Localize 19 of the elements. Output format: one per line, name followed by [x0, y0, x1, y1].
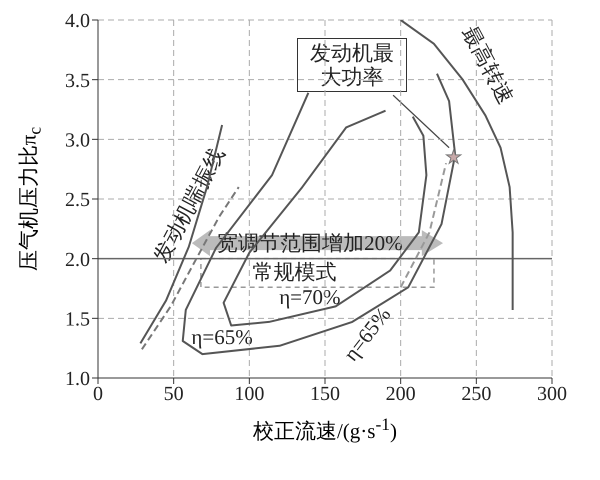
annotation: 最高转速 [458, 22, 519, 108]
x-tick-label: 200 [386, 383, 416, 406]
annotation: 常规模式 [252, 260, 337, 284]
y-tick-label: 2.5 [65, 189, 90, 212]
x-tick-label: 0 [93, 383, 103, 406]
annotation: η=70% [279, 284, 341, 309]
y-tick-label: 4.0 [65, 10, 90, 32]
y-tick-label: 1.5 [65, 308, 90, 330]
y-tick-label: 1.0 [65, 368, 90, 390]
y-tick-label: 2.0 [65, 248, 90, 271]
x-axis-title: 校正流速/(g·s$^{-1}$) [252, 414, 398, 445]
x-tick-label: 300 [537, 383, 567, 406]
y-tick-label: 3.5 [65, 70, 90, 92]
x-tick-label: 250 [461, 383, 492, 406]
y-tick-label: 3.0 [65, 129, 90, 152]
x-tick-label: 50 [164, 383, 184, 406]
x-tick-label: 100 [234, 383, 264, 406]
annotation: η=65% [191, 325, 253, 350]
x-tick-label: 150 [310, 383, 340, 406]
